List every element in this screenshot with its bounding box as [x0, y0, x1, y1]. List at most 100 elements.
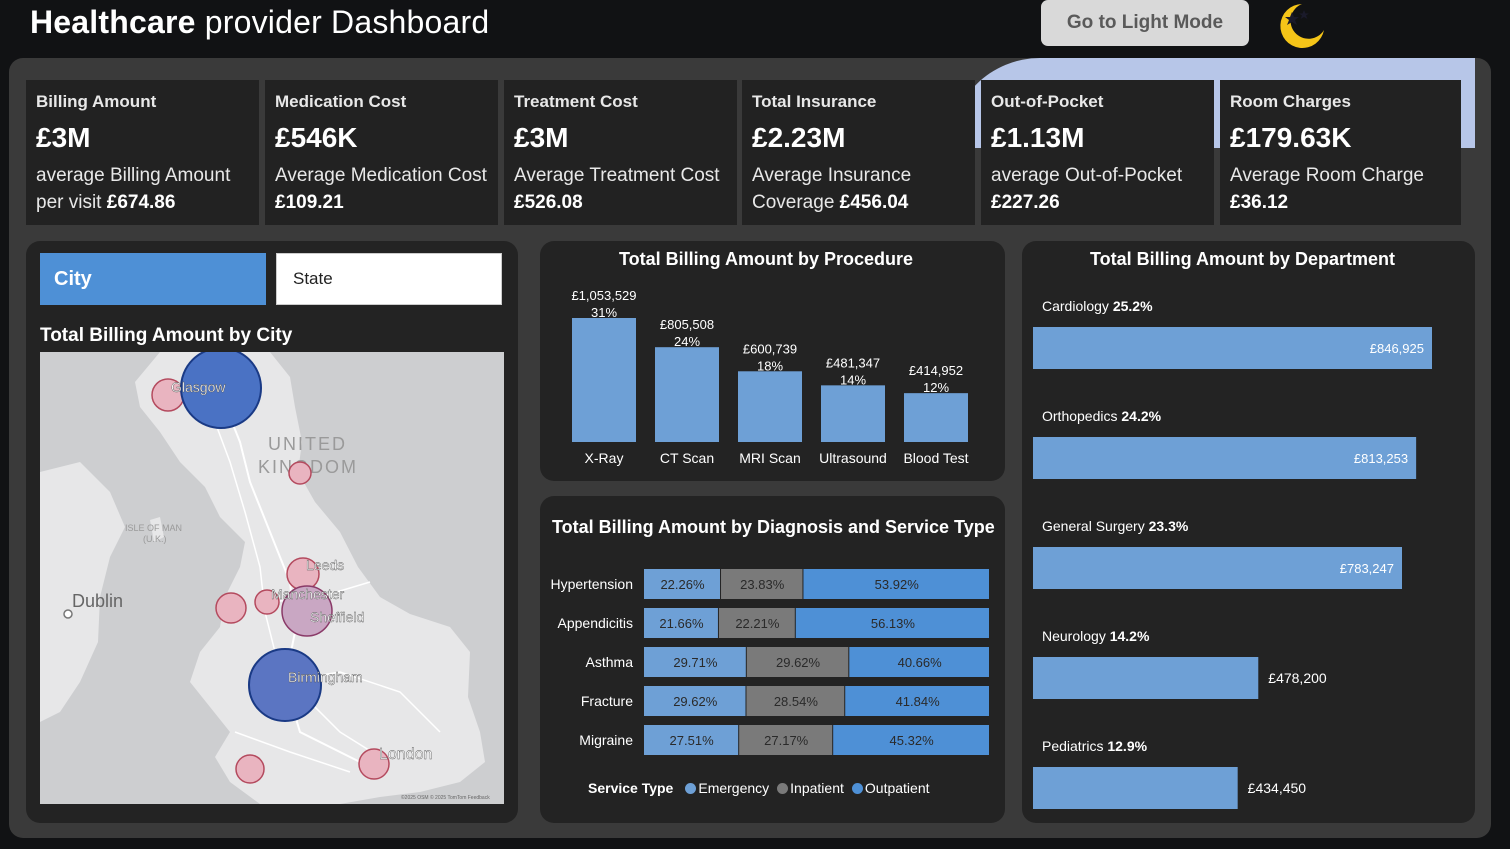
map-isle-label: ISLE OF MAN [125, 523, 182, 533]
diagnosis-bar-segment[interactable] [746, 686, 845, 716]
map-bubble-sheffield[interactable] [281, 585, 333, 637]
procedure-category-label: CT Scan [660, 450, 714, 466]
department-category-label: General Surgery 23.3% [1042, 518, 1189, 534]
kpi-value: £3M [36, 122, 91, 153]
procedure-bar[interactable] [904, 393, 968, 442]
legend-dot [851, 782, 863, 794]
procedure-category-label: MRI Scan [739, 450, 800, 466]
diagnosis-bar-segment[interactable] [644, 647, 746, 677]
department-bar[interactable] [1033, 327, 1432, 369]
map-bubble[interactable] [235, 754, 265, 784]
procedure-bar[interactable] [738, 371, 802, 442]
procedure-bar[interactable] [821, 385, 885, 442]
light-mode-button[interactable]: Go to Light Mode [1041, 0, 1249, 46]
legend-item-outpatient[interactable]: Outpatient [851, 780, 930, 796]
map-city-label: Manchester [271, 586, 344, 602]
diagnosis-bar-segment[interactable] [845, 686, 989, 716]
department-bar[interactable] [1033, 767, 1238, 809]
kpi-card-room-charges: Room Charges £179.63K Average Room Charg… [1220, 80, 1461, 225]
diagnosis-bar-segment[interactable] [803, 569, 989, 599]
top-bar: Healthcare provider Dashboard Go to Ligh… [0, 0, 1510, 55]
diagnosis-segment-label: 41.84% [896, 694, 941, 709]
department-bar[interactable] [1033, 437, 1417, 479]
diagnosis-legend: Service Type Emergency Inpatient Outpati… [588, 780, 934, 796]
legend-dot [685, 782, 697, 794]
map-dublin-dot [63, 609, 73, 619]
diagnosis-bar-segment[interactable] [644, 725, 739, 755]
diagnosis-bar-segment[interactable] [746, 647, 849, 677]
kpi-label: Total Insurance [752, 92, 877, 111]
diagnosis-bar-segment[interactable] [833, 725, 989, 755]
department-value-label: £846,925 [1370, 341, 1424, 356]
department-category-label: Orthopedics 24.2% [1042, 408, 1162, 424]
map-bubble-manchester[interactable] [254, 589, 280, 615]
diagnosis-segment-label: 21.66% [659, 616, 704, 631]
kpi-card-medication: Medication Cost £546K Average Medication… [265, 80, 498, 225]
department-name: Orthopedics [1042, 408, 1121, 424]
procedure-percent-label: 24% [674, 334, 700, 349]
kpi-subtext: Average Insurance Coverage £456.04 [752, 165, 912, 213]
diagnosis-bar-segment[interactable] [644, 608, 718, 638]
procedure-category-label: Blood Test [903, 450, 968, 466]
diagnosis-segment-label: 28.54% [774, 694, 819, 709]
diagnosis-segment-label: 29.71% [673, 655, 718, 670]
kpi-card-out-of-pocket: Out-of-Pocket £1.13M average Out-of-Pock… [981, 80, 1214, 225]
map-bubble-birmingham[interactable] [248, 648, 322, 722]
kpi-card-insurance: Total Insurance £2.23M Average Insurance… [742, 80, 975, 225]
department-bar[interactable] [1033, 547, 1403, 589]
map-bubble-london[interactable] [358, 748, 390, 780]
map-canvas: UNITED KINGDOM ISLE OF MAN (U.K.) Dublin… [40, 352, 504, 804]
diagnosis-segment-label: 29.62% [776, 655, 821, 670]
diagnosis-bar-segment[interactable] [644, 569, 721, 599]
procedure-category-label: X-Ray [585, 450, 624, 466]
kpi-label: Billing Amount [36, 92, 157, 111]
department-value-label: £813,253 [1354, 451, 1408, 466]
diagnosis-category-label: Fracture [581, 693, 633, 709]
map-city-label: Leeds [306, 557, 344, 573]
legend-item-inpatient[interactable]: Inpatient [777, 780, 844, 796]
moon-stars-icon[interactable] [1272, 0, 1328, 52]
map-bubble[interactable] [215, 592, 247, 624]
map-bubble-glasgow[interactable] [180, 352, 262, 429]
map-city-label: Glasgow [171, 379, 226, 395]
department-category-label: Pediatrics 12.9% [1042, 738, 1148, 754]
diagnosis-segment-label: 53.92% [875, 577, 920, 592]
map-bubble[interactable] [288, 461, 312, 485]
diagnosis-bar-segment[interactable] [795, 608, 989, 638]
diagnosis-chart-title: Total Billing Amount by Diagnosis and Se… [552, 517, 995, 537]
kpi-card-billing: Billing Amount £3M average Billing Amoun… [26, 80, 259, 225]
department-value-label: £783,247 [1340, 561, 1394, 576]
department-chart-title: Total Billing Amount by Department [1090, 249, 1395, 269]
map-city-label: London [379, 746, 432, 763]
procedure-value-label: £1,053,529 [571, 288, 636, 303]
city-map[interactable]: UNITED KINGDOM ISLE OF MAN (U.K.) Dublin… [40, 352, 504, 804]
diagnosis-bar-segment[interactable] [718, 608, 795, 638]
diagnosis-bar-segment[interactable] [644, 686, 746, 716]
slicer-state-button[interactable]: State [276, 253, 502, 305]
department-percent: 12.9% [1107, 738, 1147, 754]
diagnosis-segment-label: 27.17% [764, 733, 809, 748]
procedure-bar[interactable] [655, 347, 719, 442]
diagnosis-segment-label: 40.66% [898, 655, 943, 670]
map-city-label: Birmingham [288, 669, 363, 685]
diagnosis-segment-label: 29.62% [673, 694, 718, 709]
diagnosis-bar-segment[interactable] [739, 725, 833, 755]
department-bar[interactable] [1033, 657, 1259, 699]
kpi-label: Room Charges [1230, 92, 1351, 111]
procedure-percent-label: 31% [591, 305, 617, 320]
slicer-city-button[interactable]: City [40, 253, 266, 305]
department-category-label: Cardiology 25.2% [1042, 298, 1153, 314]
kpi-subtext: average Out-of-Pocket £227.26 [991, 165, 1183, 213]
department-name: General Surgery [1042, 518, 1149, 534]
diagnosis-segment-label: 27.51% [670, 733, 715, 748]
kpi-value: £1.13M [991, 122, 1085, 153]
procedure-chart: £1,053,529 31% X-Ray £805,508 24% CT Scan £600… [571, 288, 968, 466]
diagnosis-category-label: Migraine [579, 732, 633, 748]
department-percent: 25.2% [1113, 298, 1153, 314]
diagnosis-bar-segment[interactable] [849, 647, 989, 677]
department-percent: 14.2% [1110, 628, 1150, 644]
diagnosis-bar-segment[interactable] [721, 569, 803, 599]
legend-item-emergency[interactable]: Emergency [685, 780, 769, 796]
procedure-bar[interactable] [572, 318, 636, 442]
diagnosis-segment-label: 22.26% [660, 577, 705, 592]
